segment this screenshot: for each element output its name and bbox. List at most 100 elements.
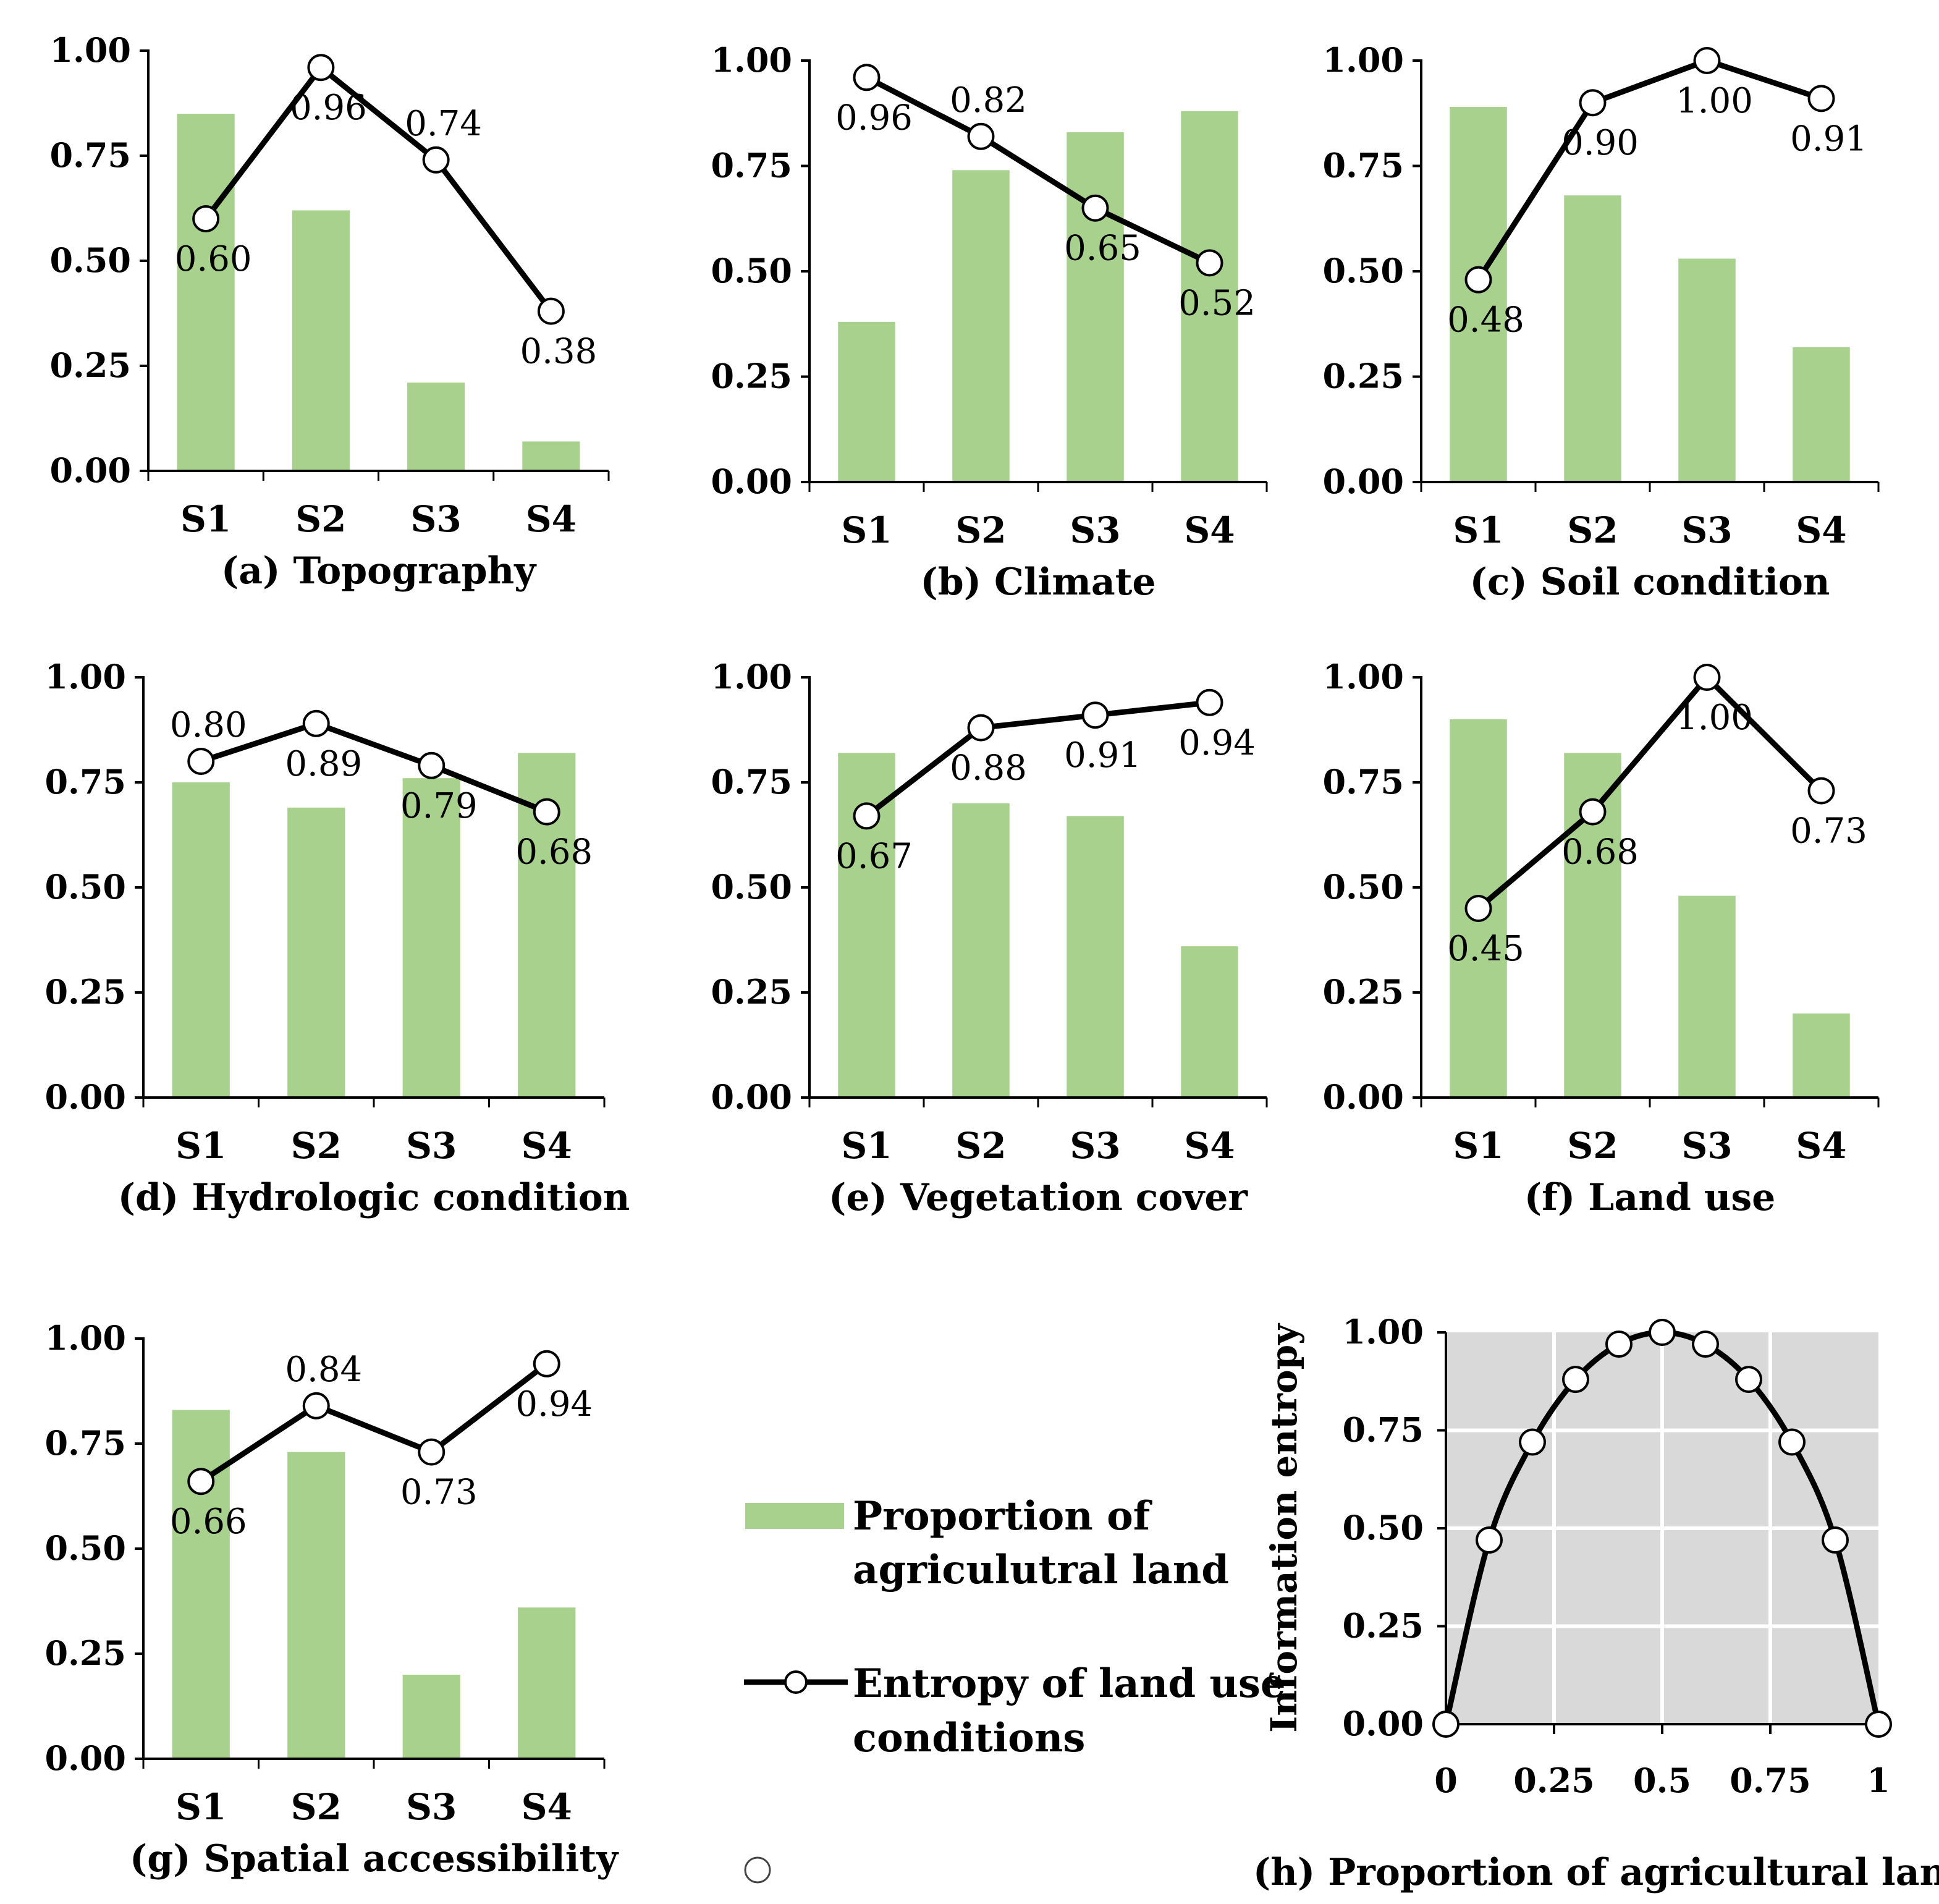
entropy-marker-s2: [967, 714, 995, 742]
y-tick-label: 0.00: [1322, 1077, 1404, 1117]
entropy-value-label: 0.67: [835, 836, 913, 876]
bar-s4: [1793, 1013, 1850, 1098]
entropy-marker-s3: [418, 1438, 446, 1466]
entropy-value-label: 0.94: [1178, 723, 1256, 763]
category-label-s1: S1: [1453, 1125, 1503, 1167]
chart-caption: (c) Soil condition: [1469, 561, 1830, 604]
x-tick-label: 0: [1434, 1761, 1458, 1800]
category-label-s3: S3: [1070, 509, 1120, 551]
entropy-value-label: 1.00: [1676, 81, 1753, 121]
entropy-value-label: 0.96: [290, 88, 367, 128]
category-label-s4: S4: [522, 1786, 572, 1828]
chart-f: 0.00 0.25 0.50 0.75 1.00 S1 S2 S3 S4 (f) Land use…: [1322, 657, 1880, 1219]
curve-point: [1432, 1711, 1460, 1738]
legend-bar-label-line1: Proportion of: [853, 1493, 1152, 1539]
legend-line-marker: [784, 1670, 808, 1694]
y-tick-label: 0.00: [44, 1077, 126, 1117]
category-label-s3: S3: [1681, 509, 1732, 551]
entropy-marker-s1: [853, 802, 881, 830]
y-tick-label: 0.75: [44, 1423, 126, 1463]
x-tick-label: 0.5: [1633, 1761, 1691, 1800]
category-label-s4: S4: [1796, 1125, 1846, 1167]
curve-point: [1865, 1711, 1892, 1738]
entropy-marker-s2: [307, 54, 335, 82]
y-tick-label: 0.25: [711, 357, 792, 396]
category-label-s1: S1: [175, 1786, 226, 1828]
entropy-value-label: 0.68: [1561, 832, 1639, 873]
entropy-marker-s4: [533, 798, 560, 826]
entropy-marker-s3: [1081, 701, 1109, 729]
chart-caption: (a) Topography: [221, 549, 537, 593]
category-label-s3: S3: [1681, 1125, 1732, 1167]
chart-caption: (g) Spatial accessibility: [130, 1837, 619, 1881]
chart-e: 0.00 0.25 0.50 0.75 1.00 S1 S2 S3 S4 (e) Vegetati…: [711, 657, 1268, 1219]
entropy-marker-s1: [853, 64, 881, 91]
legend-line-label-line2: conditions: [853, 1715, 1085, 1761]
y-tick-label: 0.00: [44, 1738, 126, 1778]
y-tick-label: 0.25: [1322, 972, 1404, 1012]
bar-s2: [287, 807, 345, 1098]
entropy-marker-s4: [537, 297, 565, 325]
category-label-s4: S4: [526, 498, 577, 540]
x-tick-label: 1: [1867, 1761, 1890, 1800]
y-tick-label: 0.25: [44, 972, 126, 1012]
category-label-s2: S2: [955, 509, 1006, 551]
bar-s3: [402, 1675, 460, 1759]
bar-s2: [952, 170, 1010, 482]
bar-s1: [1450, 107, 1507, 482]
y-tick-label: 1.00: [1322, 40, 1404, 80]
legend-bar-label-line2: agriculutral land: [853, 1547, 1229, 1593]
y-tick-label: 0.75: [49, 135, 131, 175]
bar-s1: [838, 321, 895, 482]
bar-s4: [522, 441, 580, 471]
entropy-line: [1476, 57, 1822, 282]
entropy-line: [865, 75, 1211, 266]
entropy-marker-s1: [187, 1468, 215, 1496]
legend-line-label-line1: Entropy of land use: [853, 1661, 1286, 1707]
y-tick-label: 0.75: [711, 146, 792, 185]
category-label-s1: S1: [841, 1125, 892, 1167]
y-tick-label: 0.50: [1342, 1508, 1424, 1547]
bar-s2: [287, 1452, 345, 1759]
entropy-marker-s3: [1693, 664, 1721, 691]
bar-s4: [518, 1607, 576, 1759]
y-tick-label: 0.25: [1342, 1606, 1424, 1646]
entropy-marker-s2: [302, 1392, 330, 1420]
legend-bar-swatch: [745, 1503, 844, 1529]
y-tick-label: 0.75: [1322, 762, 1404, 802]
entropy-marker-s2: [967, 122, 995, 150]
entropy-value-label: 0.52: [1178, 283, 1256, 323]
y-tick-label: 0.75: [44, 762, 126, 802]
y-tick-label: 0.50: [711, 251, 792, 290]
y-tick-label: 0.75: [1342, 1410, 1424, 1450]
category-label-s1: S1: [841, 509, 892, 551]
entropy-marker-s3: [422, 146, 450, 174]
y-tick-label: 0.50: [49, 240, 131, 280]
curve-point: [1562, 1366, 1589, 1394]
category-label-s1: S1: [175, 1125, 226, 1167]
bar-s1: [172, 782, 230, 1098]
category-label-s3: S3: [406, 1125, 457, 1167]
bar-s4: [1181, 111, 1238, 483]
y-tick-label: 0.25: [44, 1633, 126, 1673]
entropy-value-label: 0.45: [1447, 929, 1524, 969]
category-label-s2: S2: [1567, 509, 1618, 551]
entropy-value-label: 0.68: [515, 832, 593, 873]
bar-s2: [1564, 195, 1621, 482]
curve-point: [1605, 1331, 1633, 1358]
chart-caption: (e) Vegetation cover: [829, 1176, 1248, 1219]
stray-marker-icon: [744, 1856, 771, 1884]
bar-s2: [292, 210, 350, 471]
entropy-marker-s4: [1807, 777, 1835, 805]
entropy-value-label: 0.96: [835, 98, 913, 138]
y-tick-label: 0.50: [1322, 867, 1404, 907]
y-tick-label: 1.00: [44, 1318, 126, 1358]
entropy-marker-s4: [1196, 688, 1223, 716]
y-tick-label: 0.00: [49, 451, 131, 490]
entropy-marker-s2: [1579, 89, 1607, 117]
chart-c: 0.00 0.25 0.50 0.75 1.00 S1 S2 S3 S4 (c) Soil con…: [1322, 40, 1880, 604]
curve-point: [1519, 1428, 1546, 1456]
bar-s1: [177, 114, 235, 471]
category-label-s3: S3: [1070, 1125, 1120, 1167]
